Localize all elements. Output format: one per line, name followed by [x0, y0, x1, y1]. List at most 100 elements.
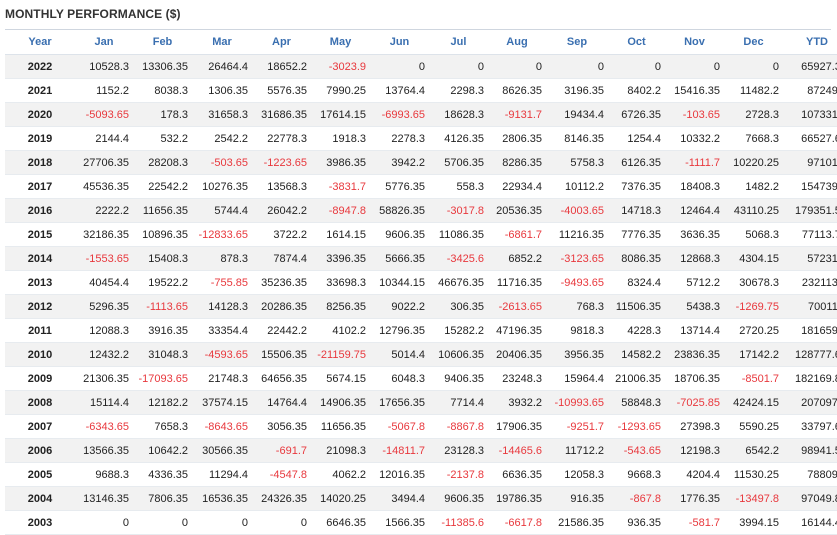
value-cell: 8146.35 — [546, 126, 608, 151]
value-cell: 98941.55 — [783, 438, 837, 463]
value-cell: 28208.3 — [133, 150, 192, 175]
value-cell: 58848.3 — [608, 390, 665, 415]
value-cell: -503.65 — [192, 150, 252, 175]
value-cell: 1152.2 — [75, 78, 133, 103]
year-cell: 2004 — [5, 486, 75, 511]
value-cell: 78809.6 — [783, 462, 837, 487]
column-header-feb[interactable]: Feb — [133, 30, 192, 55]
value-cell: -14811.7 — [370, 438, 429, 463]
value-cell: 768.3 — [546, 294, 608, 319]
value-cell: 6126.35 — [608, 150, 665, 175]
value-cell: 10276.35 — [192, 174, 252, 199]
column-header-apr[interactable]: Apr — [252, 30, 311, 55]
value-cell: 87249.6 — [783, 78, 837, 103]
value-cell: -2613.65 — [488, 294, 546, 319]
value-cell: 558.3 — [429, 174, 488, 199]
column-header-nov[interactable]: Nov — [665, 30, 724, 55]
value-cell: 12198.3 — [665, 438, 724, 463]
table-row: 2009 21306.35 -17093.65 21748.3 64656.35 5674… — [5, 366, 837, 391]
column-header-year[interactable]: Year — [5, 30, 75, 55]
value-cell: 18706.35 — [665, 366, 724, 391]
column-header-jul[interactable]: Jul — [429, 30, 488, 55]
value-cell: 14020.25 — [311, 486, 370, 511]
value-cell: 5758.3 — [546, 150, 608, 175]
value-cell: 43110.25 — [724, 198, 783, 223]
value-cell: 2278.3 — [370, 126, 429, 151]
value-cell: 5296.35 — [75, 294, 133, 319]
value-cell: 22442.2 — [252, 318, 311, 343]
value-cell: 532.2 — [133, 126, 192, 151]
column-header-jun[interactable]: Jun — [370, 30, 429, 55]
value-cell: 9606.35 — [429, 486, 488, 511]
value-cell: 916.35 — [546, 486, 608, 511]
column-header-may[interactable]: May — [311, 30, 370, 55]
value-cell: -13497.8 — [724, 486, 783, 511]
value-cell: 3986.35 — [311, 150, 370, 175]
value-cell: 2144.4 — [75, 126, 133, 151]
value-cell: 5706.35 — [429, 150, 488, 175]
value-cell: -21159.75 — [311, 342, 370, 367]
value-cell: 19522.2 — [133, 270, 192, 295]
value-cell: 1776.35 — [665, 486, 724, 511]
value-cell: 5776.35 — [370, 174, 429, 199]
value-cell: 12432.2 — [75, 342, 133, 367]
value-cell: 1254.4 — [608, 126, 665, 151]
value-cell: 8286.35 — [488, 150, 546, 175]
value-cell: 2298.3 — [429, 78, 488, 103]
value-cell: 10642.2 — [133, 438, 192, 463]
value-cell: 107331.8 — [783, 102, 837, 127]
column-header-aug[interactable]: Aug — [488, 30, 546, 55]
value-cell: -1269.75 — [724, 294, 783, 319]
column-header-jan[interactable]: Jan — [75, 30, 133, 55]
value-cell: -8501.7 — [724, 366, 783, 391]
table-row: 2020 -5093.65 178.3 31658.3 31686.35 17614.15… — [5, 102, 837, 127]
year-cell: 2006 — [5, 438, 75, 463]
column-header-dec[interactable]: Dec — [724, 30, 783, 55]
value-cell: -6343.65 — [75, 414, 133, 439]
value-cell: 10344.15 — [370, 270, 429, 295]
value-cell: 21006.35 — [608, 366, 665, 391]
value-cell: -5093.65 — [75, 102, 133, 127]
column-header-sep[interactable]: Sep — [546, 30, 608, 55]
table-row: 2012 5296.35 -1113.65 14128.3 20286.35 8256.3… — [5, 294, 837, 319]
value-cell: 27706.35 — [75, 150, 133, 175]
column-header-oct[interactable]: Oct — [608, 30, 665, 55]
value-cell: 22778.3 — [252, 126, 311, 151]
value-cell: 33797.65 — [783, 414, 837, 439]
value-cell: 22934.4 — [488, 174, 546, 199]
value-cell: 16536.35 — [192, 486, 252, 511]
value-cell: 15282.2 — [429, 318, 488, 343]
value-cell: -1223.65 — [252, 150, 311, 175]
value-cell: 12796.35 — [370, 318, 429, 343]
value-cell: -4547.8 — [252, 462, 311, 487]
value-cell: -867.8 — [608, 486, 665, 511]
value-cell: 7658.3 — [133, 414, 192, 439]
value-cell: 1614.15 — [311, 222, 370, 247]
year-cell: 2020 — [5, 102, 75, 127]
value-cell: 13568.3 — [252, 174, 311, 199]
value-cell: 18408.3 — [665, 174, 724, 199]
value-cell: -1113.65 — [133, 294, 192, 319]
value-cell: 5674.15 — [311, 366, 370, 391]
value-cell: -7025.85 — [665, 390, 724, 415]
title-divider — [5, 29, 831, 30]
value-cell: 97101.8 — [783, 150, 837, 175]
value-cell: 7376.35 — [608, 174, 665, 199]
value-cell: 47196.35 — [488, 318, 546, 343]
table-row: 2017 45536.35 22542.2 10276.35 13568.3 -3831.… — [5, 174, 837, 199]
value-cell: 10606.35 — [429, 342, 488, 367]
value-cell: 5014.4 — [370, 342, 429, 367]
value-cell: 11216.35 — [546, 222, 608, 247]
value-cell: 6852.2 — [488, 246, 546, 271]
column-header-mar[interactable]: Mar — [192, 30, 252, 55]
value-cell: 23836.35 — [665, 342, 724, 367]
value-cell: 0 — [488, 54, 546, 79]
value-cell: -543.65 — [608, 438, 665, 463]
value-cell: 4304.15 — [724, 246, 783, 271]
value-cell: 3916.35 — [133, 318, 192, 343]
value-cell: 40454.4 — [75, 270, 133, 295]
column-header-ytd[interactable]: YTD — [783, 30, 837, 55]
value-cell: 207097.4 — [783, 390, 837, 415]
value-cell: -1553.65 — [75, 246, 133, 271]
value-cell: 33698.3 — [311, 270, 370, 295]
